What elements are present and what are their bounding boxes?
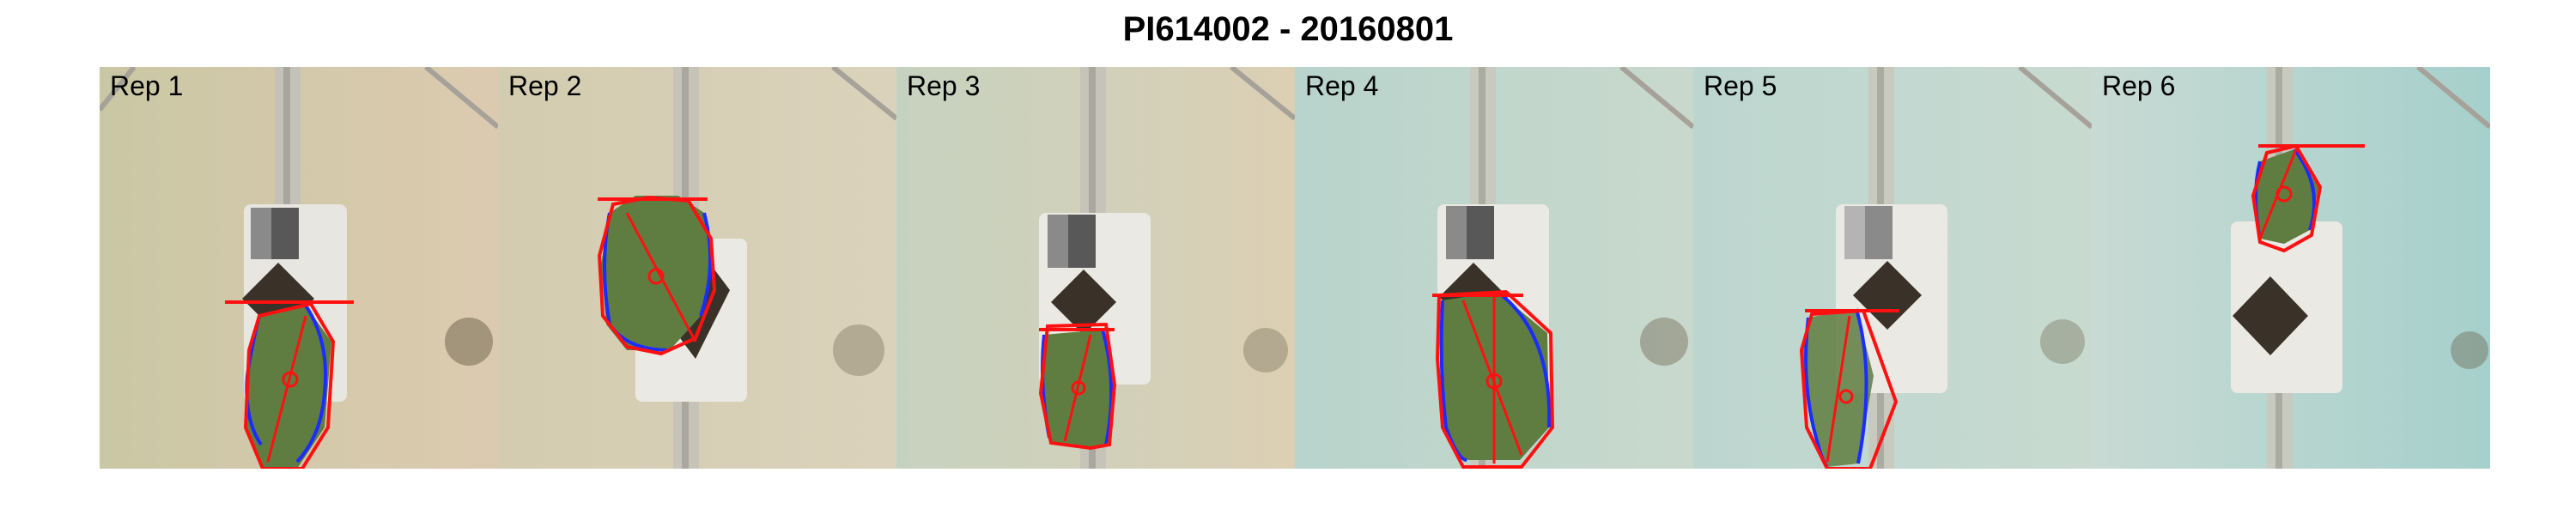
rep-1-image (100, 67, 498, 469)
rep-label-1: Rep 1 (110, 70, 184, 101)
rep-3-image (896, 67, 1295, 469)
rep-panel-3: Rep 3 (896, 67, 1295, 469)
rep-image-strip: Rep 1 Rep 2 (100, 67, 2490, 469)
figure-title: PI614002 - 20160801 (1122, 10, 1454, 48)
rep-label-4: Rep 4 (1305, 70, 1379, 101)
rep-2-image (498, 67, 896, 469)
rep-label-5: Rep 5 (1704, 70, 1777, 101)
rep-panel-6: Rep 6 (2092, 67, 2490, 469)
rep-panel-1: Rep 1 (100, 67, 498, 469)
rep-label-2: Rep 2 (508, 70, 582, 101)
rep-6-image (2092, 67, 2490, 469)
rep-5-image (1693, 67, 2092, 469)
rep-label-6: Rep 6 (2102, 70, 2176, 101)
rep-4-image (1295, 67, 1693, 469)
rep-label-3: Rep 3 (907, 70, 981, 101)
rep-panel-2: Rep 2 (498, 67, 896, 469)
rep-panel-5: Rep 5 (1693, 67, 2092, 469)
rep-panel-4: Rep 4 (1295, 67, 1693, 469)
